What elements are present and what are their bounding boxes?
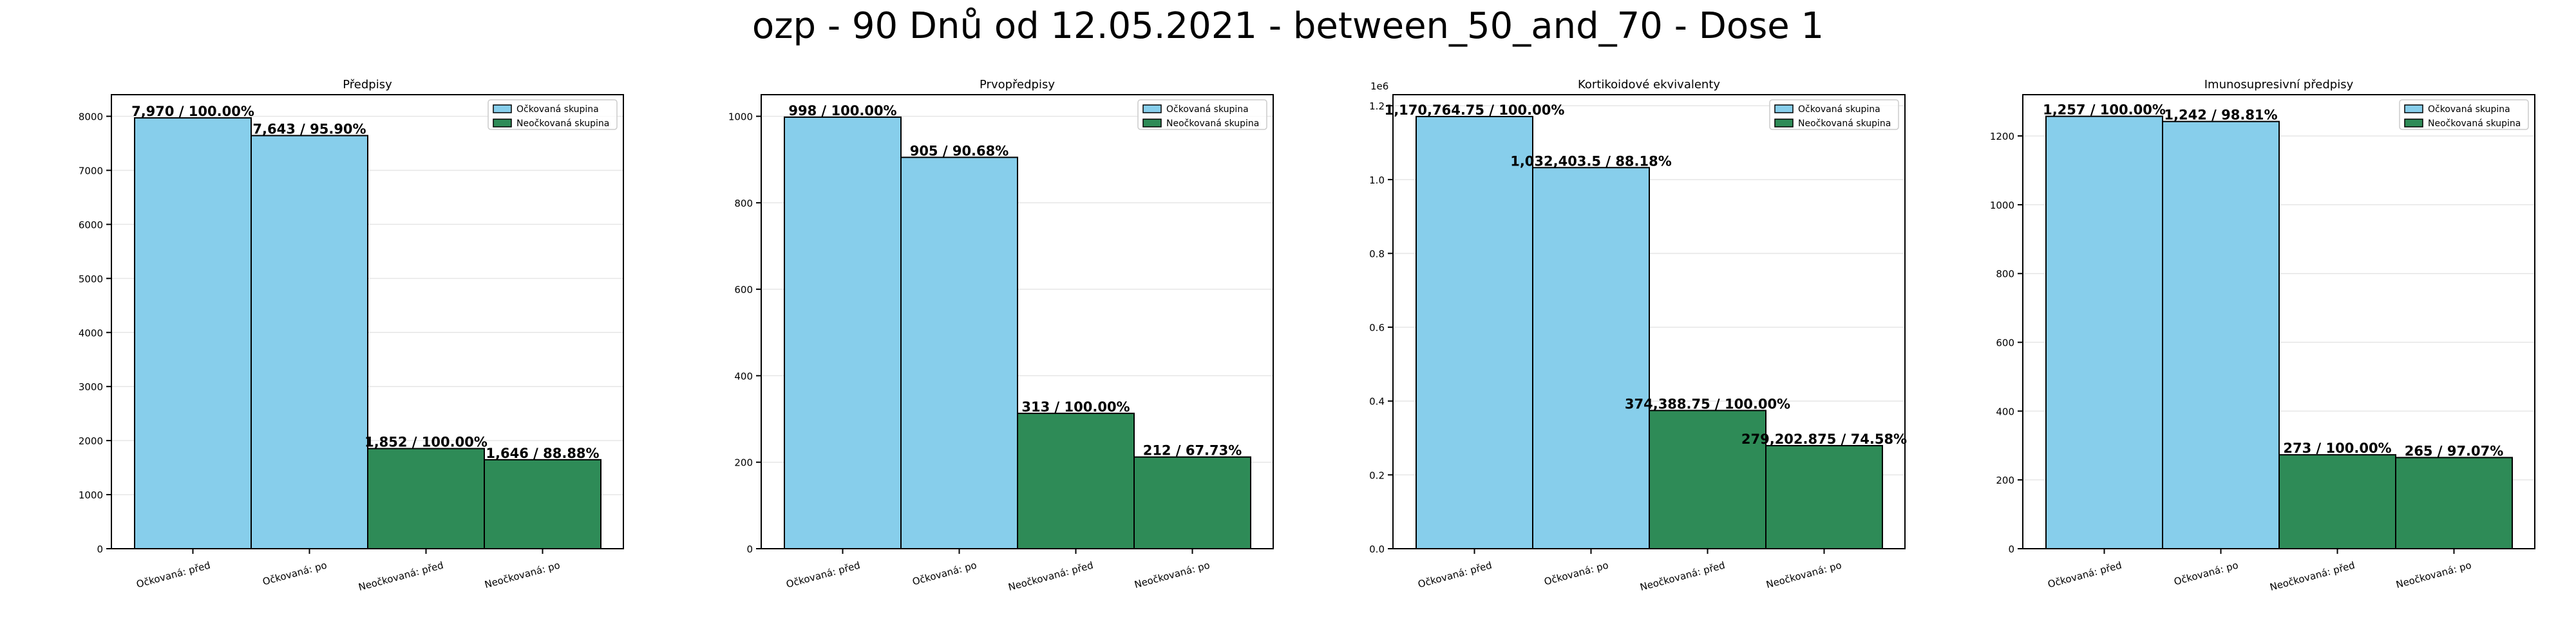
legend-box	[1769, 99, 1899, 130]
bar	[1416, 115, 1533, 549]
bar	[484, 459, 601, 549]
data-label: 7,970 / 100.00%	[131, 104, 254, 119]
axes-frame	[2022, 94, 2535, 549]
bar	[1532, 167, 1650, 549]
bar	[1765, 444, 1883, 549]
figure-title: ozp - 90 Dnů od 12.05.2021 - between_50_…	[752, 5, 1824, 47]
y-tick-label: 200	[1996, 475, 2014, 486]
x-tick-label: Neočkovaná: před	[2269, 559, 2356, 593]
y-tick-label: 800	[1996, 269, 2014, 280]
legend-label: Očkovaná skupina	[2428, 104, 2510, 115]
y-tick-label: 1.0	[1369, 175, 1385, 186]
data-label: 1,032,403.5 / 88.18%	[1510, 153, 1672, 169]
legend-label: Neočkovaná skupina	[1798, 118, 1891, 129]
y-tick-label: 1000	[728, 111, 753, 123]
y-tick-label: 800	[734, 198, 753, 209]
y-tick-label: 0.2	[1369, 469, 1385, 481]
y-tick-label: 6000	[79, 219, 103, 231]
legend-swatch	[493, 104, 512, 113]
data-label: 212 / 67.73%	[1143, 443, 1242, 459]
data-label: 1,170,764.75 / 100.00%	[1385, 102, 1565, 118]
bar	[251, 135, 368, 549]
legend-swatch	[2404, 118, 2423, 128]
legend-swatch	[1142, 118, 1162, 128]
x-tick-label: Neočkovaná: po	[2394, 559, 2472, 591]
chart-title: Předpisy	[343, 78, 392, 91]
data-label: 313 / 100.00%	[1021, 399, 1130, 415]
y-tick-label: 200	[734, 457, 753, 469]
legend-label: Očkovaná skupina	[516, 104, 599, 115]
legend-swatch	[1142, 104, 1162, 113]
axes-frame	[1392, 94, 1906, 549]
y-offset-label: 1e6	[1370, 80, 1388, 92]
bar	[900, 156, 1018, 550]
y-tick-label: 0.4	[1369, 396, 1385, 408]
y-tick-label: 2000	[79, 435, 103, 447]
y-tick-label: 8000	[79, 111, 103, 123]
y-tick-label: 3000	[79, 381, 103, 393]
y-tick-label: 400	[1996, 406, 2014, 417]
legend-swatch	[493, 118, 512, 128]
legend-box	[488, 99, 618, 130]
y-tick-label: 0	[2008, 544, 2014, 555]
legend-swatch	[1774, 118, 1794, 128]
y-tick-label: 1200	[1990, 131, 2014, 142]
y-tick-label: 400	[734, 370, 753, 382]
legend-label: Očkovaná skupina	[1166, 104, 1249, 115]
bar	[2395, 457, 2513, 549]
data-label: 998 / 100.00%	[788, 103, 896, 118]
y-tick-label: 0.8	[1369, 248, 1385, 260]
data-label: 1,242 / 98.81%	[2164, 108, 2277, 123]
legend-label: Neočkovaná skupina	[2428, 118, 2521, 129]
y-tick-label: 0.0	[1369, 544, 1385, 555]
legend-swatch	[2404, 104, 2423, 113]
y-tick-label: 600	[734, 284, 753, 296]
axes-frame	[761, 94, 1274, 549]
y-tick-label: 0	[746, 544, 753, 555]
x-tick-label: Očkovaná: před	[2047, 559, 2123, 590]
y-tick-label: 1000	[1990, 200, 2014, 211]
bar	[134, 117, 252, 549]
bar	[1017, 412, 1135, 549]
data-label: 1,646 / 88.88%	[486, 446, 599, 461]
data-label: 273 / 100.00%	[2283, 440, 2391, 456]
chart-title: Imunosupresivní předpisy	[2204, 78, 2354, 91]
chart-title: Kortikoidové ekvivalenty	[1578, 78, 1720, 91]
axes-frame	[111, 94, 624, 549]
bar	[2162, 120, 2280, 549]
bar	[1133, 456, 1251, 550]
bar	[784, 116, 902, 549]
legend-label: Neočkovaná skupina	[516, 118, 609, 129]
legend-box	[1137, 99, 1267, 130]
x-tick-label: Očkovaná: po	[2173, 559, 2240, 587]
data-label: 905 / 90.68%	[910, 143, 1009, 158]
legend-label: Neočkovaná skupina	[1166, 118, 1259, 129]
y-tick-label: 4000	[79, 327, 103, 339]
data-label: 279,202.875 / 74.58%	[1741, 431, 1907, 447]
y-tick-label: 600	[1996, 337, 2014, 349]
chart-title: Prvopředpisy	[980, 78, 1055, 91]
y-tick-label: 1000	[79, 489, 103, 501]
data-label: 1,852 / 100.00%	[365, 435, 488, 450]
data-label: 374,388.75 / 100.00%	[1625, 396, 1790, 412]
bar	[2278, 454, 2396, 549]
y-tick-label: 7000	[79, 166, 103, 177]
legend-box	[2399, 99, 2529, 130]
y-tick-label: 5000	[79, 273, 103, 285]
y-tick-label: 1.2	[1369, 100, 1385, 112]
legend-label: Očkovaná skupina	[1798, 104, 1880, 115]
data-label: 1,257 / 100.00%	[2043, 102, 2166, 118]
bar	[367, 448, 485, 549]
y-tick-label: 0	[97, 544, 103, 555]
data-label: 265 / 97.07%	[2405, 443, 2504, 459]
data-label: 7,643 / 95.90%	[252, 122, 366, 137]
bar	[2045, 115, 2163, 550]
y-tick-label: 0.6	[1369, 322, 1385, 334]
legend-swatch	[1774, 104, 1794, 113]
